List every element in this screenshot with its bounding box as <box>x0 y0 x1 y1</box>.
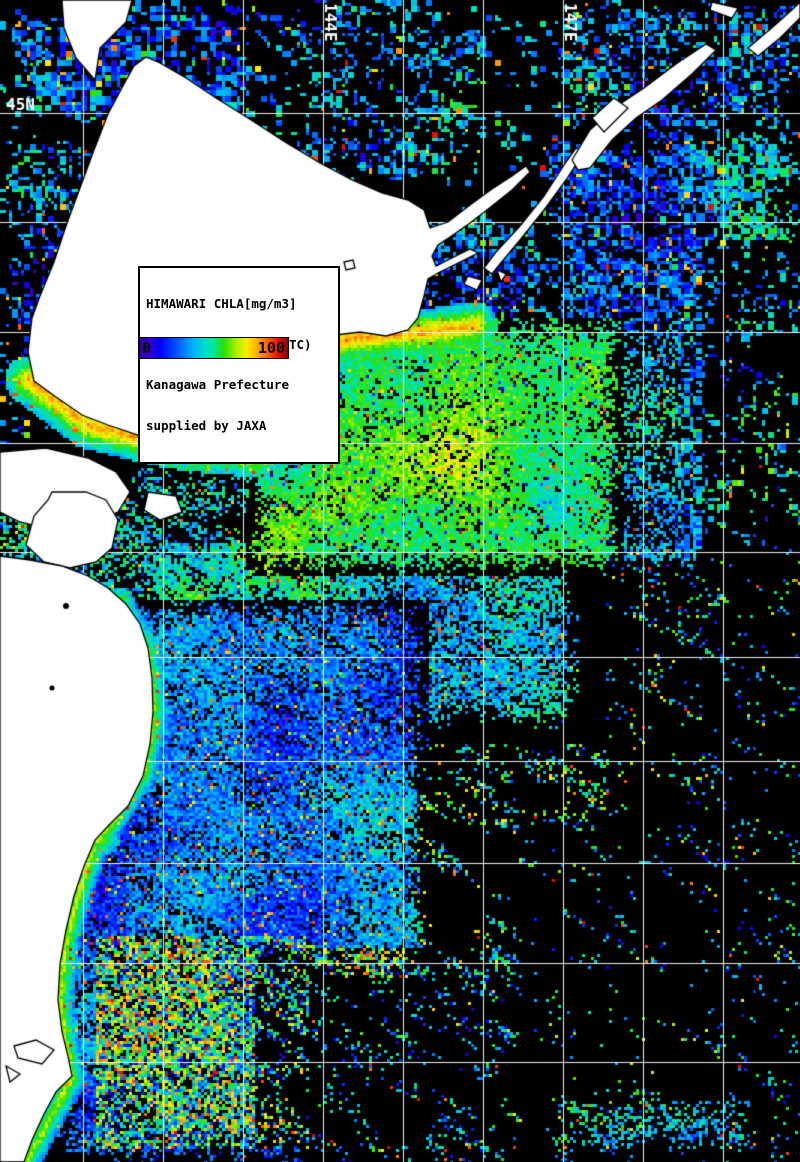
info-box-line-title: HIMAWARI CHLA[mg/m3] <box>146 296 297 311</box>
info-box-line-source: Kanagawa Prefecture <box>146 377 289 392</box>
colorbar-gradient <box>140 338 288 358</box>
colorbar: 0 100 <box>139 337 289 359</box>
colorbar-min-label: 0 <box>142 339 152 357</box>
info-box-line-credit: supplied by JAXA <box>146 417 267 433</box>
info-box: HIMAWARI CHLA[mg/m3] 2026/01/03 00:00 (U… <box>138 266 340 464</box>
colorbar-max-label: 100 <box>257 339 285 357</box>
